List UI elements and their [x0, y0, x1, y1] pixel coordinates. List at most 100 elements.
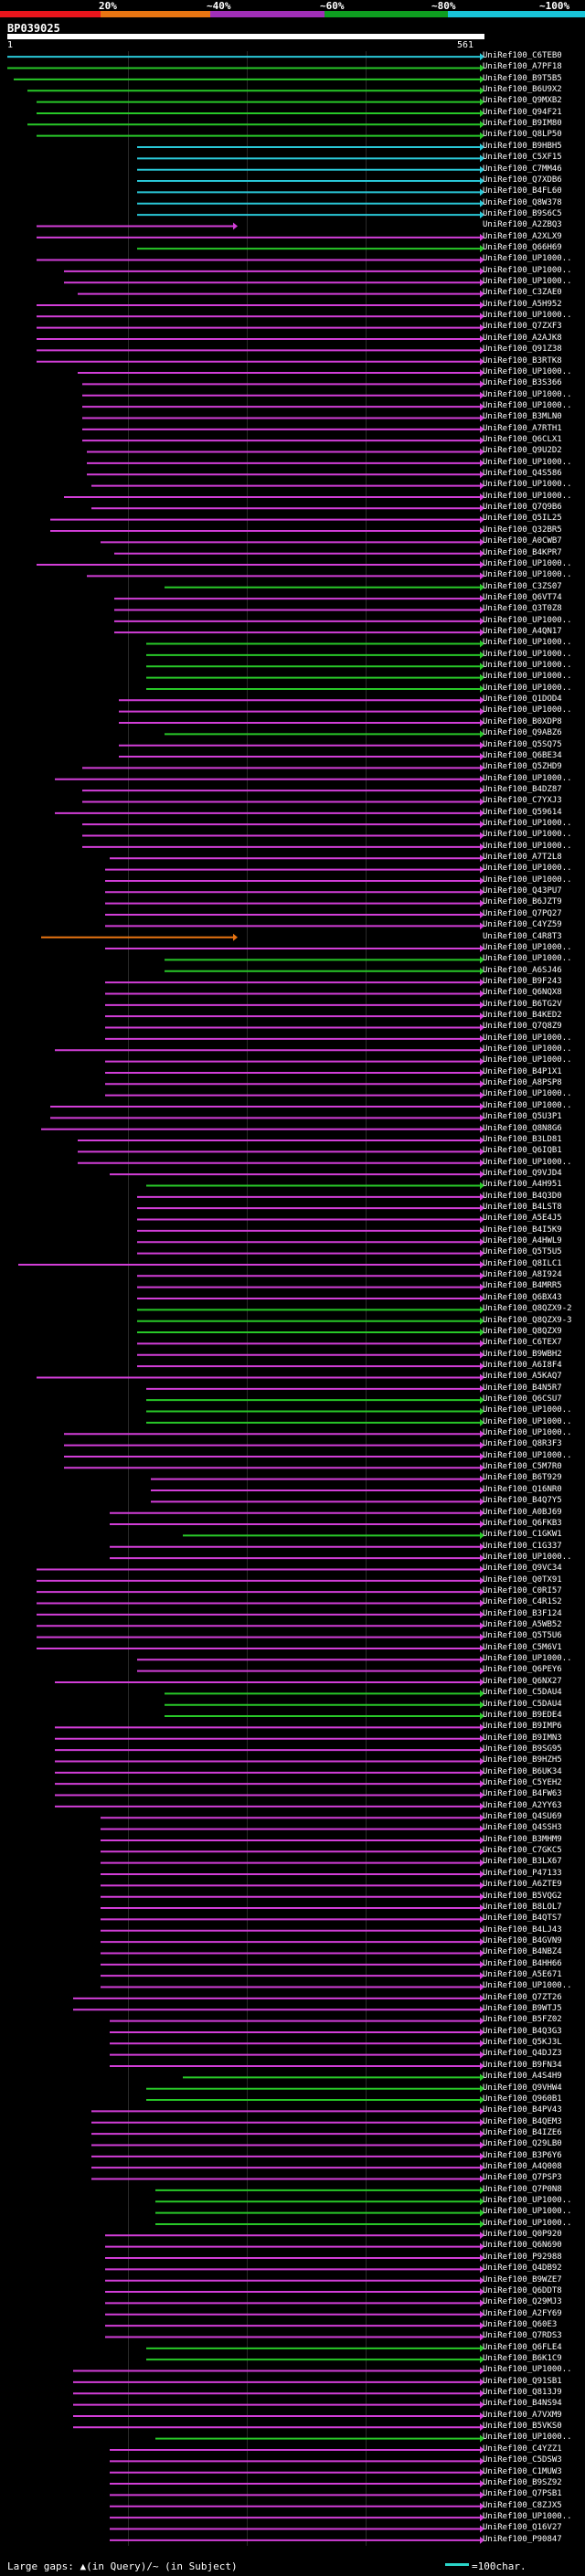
hit-row[interactable] [82, 414, 484, 422]
hit-label[interactable]: UniRef100_Q7ZXF3 [483, 322, 562, 332]
hit-label[interactable]: UniRef100_B8LOL7 [483, 1902, 562, 1912]
hit-row[interactable] [137, 1283, 484, 1291]
hit-row[interactable] [119, 741, 484, 749]
hit-row[interactable] [101, 1904, 484, 1913]
hit-label[interactable]: UniRef100_A0CWB7 [483, 536, 562, 546]
hit-row[interactable] [146, 663, 484, 671]
hit-label[interactable]: UniRef100_Q6BE34 [483, 750, 562, 760]
hit-row[interactable] [146, 1407, 484, 1415]
hit-row[interactable] [155, 2434, 484, 2443]
hit-label[interactable]: UniRef100_Q9VJD4 [483, 1168, 562, 1178]
hit-label[interactable]: UniRef100_UP1000.. [483, 457, 572, 467]
hit-row[interactable] [137, 1656, 484, 1664]
hit-row[interactable] [64, 1441, 484, 1449]
hit-row[interactable] [55, 1780, 484, 1788]
hit-label[interactable]: UniRef100_Q4SSH3 [483, 1823, 562, 1833]
hit-label[interactable]: UniRef100_Q8QZX9-3 [483, 1315, 572, 1325]
hit-label[interactable]: UniRef100_B6U9X2 [483, 85, 562, 95]
hit-row[interactable] [37, 1599, 484, 1607]
hit-row[interactable] [91, 2175, 484, 2183]
hit-label[interactable]: UniRef100_UP1000.. [483, 1089, 572, 1099]
hit-label[interactable]: UniRef100_B9WZE7 [483, 2274, 562, 2284]
hit-row[interactable] [146, 1418, 484, 1426]
hit-row[interactable] [37, 1622, 484, 1630]
hit-row[interactable] [110, 2446, 484, 2454]
hit-label[interactable]: UniRef100_A7RTH1 [483, 423, 562, 433]
hit-label[interactable]: UniRef100_B3LX67 [483, 1857, 562, 1867]
hit-label[interactable]: UniRef100_UP1000.. [483, 277, 572, 287]
hit-row[interactable] [105, 2310, 484, 2318]
hit-row[interactable] [7, 64, 484, 72]
hit-row[interactable] [64, 1452, 484, 1460]
hit-label[interactable]: UniRef100_C7YXJ3 [483, 796, 562, 806]
hit-label[interactable]: UniRef100_UP1000.. [483, 615, 572, 625]
hit-row[interactable] [37, 256, 484, 264]
hit-label[interactable]: UniRef100_A5H952 [483, 299, 562, 309]
hit-row[interactable] [82, 821, 484, 829]
hit-row[interactable] [73, 2412, 484, 2420]
hit-row[interactable] [146, 684, 484, 693]
hit-row[interactable] [105, 979, 484, 987]
hit-row[interactable] [165, 1690, 484, 1698]
hit-label[interactable]: UniRef100_B4NBZ4 [483, 1947, 562, 1957]
hit-row[interactable] [37, 335, 484, 343]
hit-row[interactable] [105, 888, 484, 896]
hit-label[interactable]: UniRef100_Q7PSB1 [483, 2489, 562, 2499]
hit-row[interactable] [151, 1498, 484, 1506]
hit-row[interactable] [82, 380, 484, 388]
hit-row[interactable] [91, 2130, 484, 2138]
hit-row[interactable] [105, 1001, 484, 1009]
hit-row[interactable] [91, 2141, 484, 2149]
hit-label[interactable]: UniRef100_Q0P920 [483, 2230, 562, 2240]
hit-label[interactable]: UniRef100_Q6FLE4 [483, 2342, 562, 2352]
hit-row[interactable] [119, 696, 484, 705]
hit-row[interactable] [110, 2457, 484, 2465]
hit-label[interactable]: UniRef100_UP1000.. [483, 2511, 572, 2521]
hit-row[interactable] [37, 357, 484, 366]
hit-label[interactable]: UniRef100_Q7ZT26 [483, 1992, 562, 2002]
hit-row[interactable] [137, 1204, 484, 1213]
hit-label[interactable]: UniRef100_A4QN17 [483, 627, 562, 636]
hit-row[interactable] [82, 832, 484, 840]
hit-row[interactable] [50, 1114, 484, 1122]
hit-label[interactable]: UniRef100_Q91Z38 [483, 345, 562, 355]
hit-label[interactable]: UniRef100_Q7XDB6 [483, 175, 562, 185]
hit-label[interactable]: UniRef100_C5DAU4 [483, 1699, 562, 1709]
hit-row[interactable] [155, 2220, 484, 2228]
hit-row[interactable] [110, 2491, 484, 2499]
hit-row[interactable] [50, 527, 484, 535]
hit-row[interactable] [137, 1215, 484, 1224]
hit-row[interactable] [137, 1306, 484, 1314]
hit-label[interactable]: UniRef100_P90847 [483, 2534, 562, 2544]
hit-row[interactable] [165, 730, 484, 738]
hit-label[interactable]: UniRef100_Q8ILC1 [483, 1258, 562, 1268]
hit-label[interactable]: UniRef100_B9WTJ5 [483, 2004, 562, 2014]
hit-row[interactable] [91, 482, 484, 490]
hit-row[interactable] [55, 1679, 484, 1686]
hit-label[interactable]: UniRef100_Q66H69 [483, 243, 562, 252]
hit-label[interactable]: UniRef100_C5M7R0 [483, 1462, 562, 1472]
hit-row[interactable] [110, 2468, 484, 2476]
hit-label[interactable]: UniRef100_UP1000.. [483, 1416, 572, 1426]
hit-label[interactable]: UniRef100_A7T2L8 [483, 853, 562, 863]
hit-label[interactable]: UniRef100_UP1000.. [483, 254, 572, 264]
hit-label[interactable]: UniRef100_Q7Q9B6 [483, 503, 562, 513]
hit-row[interactable] [105, 945, 484, 953]
hit-row[interactable] [91, 504, 484, 513]
hit-label[interactable]: UniRef100_UP1000.. [483, 1428, 572, 1438]
hit-row[interactable] [183, 1532, 484, 1540]
hit-label[interactable]: UniRef100_A6I8F4 [483, 1360, 562, 1370]
hit-row[interactable] [183, 2073, 484, 2082]
hit-label[interactable]: UniRef100_A4Q008 [483, 2162, 562, 2171]
hit-row[interactable] [64, 1430, 484, 1438]
hit-row[interactable] [146, 2344, 484, 2352]
hit-label[interactable]: UniRef100_Q60E3 [483, 2319, 558, 2329]
hit-label[interactable]: UniRef100_Q8W378 [483, 197, 562, 207]
hit-row[interactable] [137, 1295, 484, 1302]
hit-row[interactable] [91, 2118, 484, 2126]
hit-label[interactable]: UniRef100_Q6CLX1 [483, 435, 562, 444]
hit-label[interactable]: UniRef100_B3MLN0 [483, 412, 562, 422]
hit-row[interactable] [101, 1983, 484, 1991]
hit-row[interactable] [82, 391, 484, 399]
hit-row[interactable] [165, 967, 484, 975]
